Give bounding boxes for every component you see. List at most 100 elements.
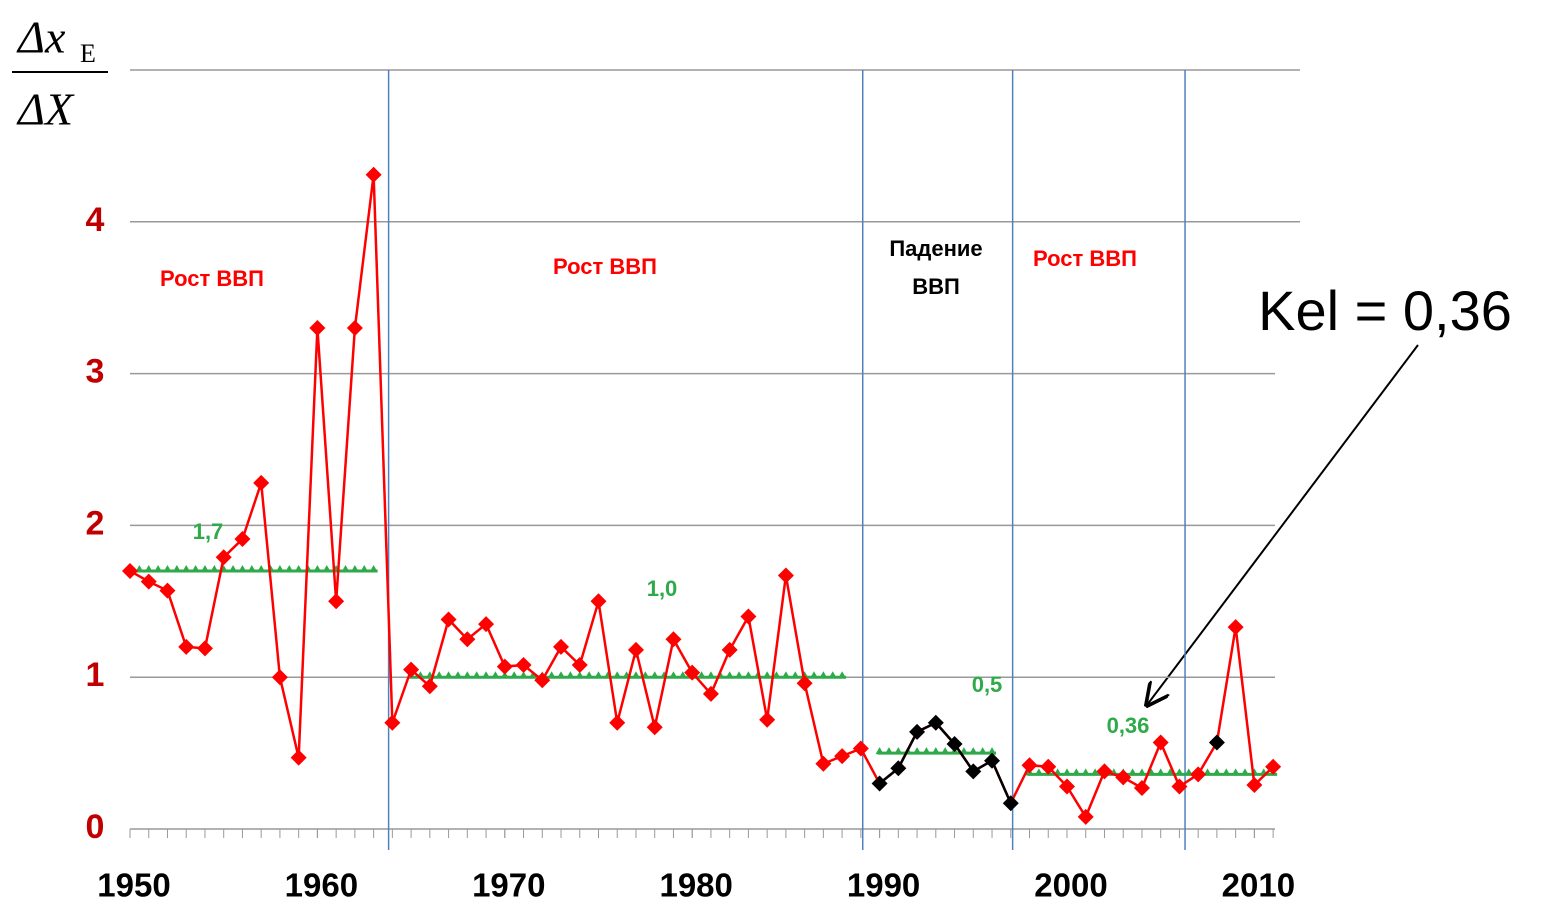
data-point	[178, 638, 195, 655]
y-label-denominator: ΔX	[16, 84, 75, 135]
average-marker	[669, 671, 678, 679]
annotation: Рост ВВП	[1033, 246, 1137, 271]
x-tick-label: 1960	[285, 867, 358, 904]
data-point	[777, 567, 794, 584]
average-marker	[1231, 768, 1240, 776]
data-point	[871, 775, 888, 792]
average-marker	[1212, 768, 1221, 776]
data-point	[646, 719, 663, 736]
average-marker	[941, 747, 950, 755]
data-line	[129, 174, 1274, 820]
data-point	[515, 657, 532, 674]
average-marker	[566, 671, 575, 679]
average-label: 0,36	[1107, 713, 1150, 738]
average-marker	[706, 671, 715, 679]
average-marker	[931, 747, 940, 755]
data-point	[290, 749, 307, 766]
data-point	[271, 669, 288, 686]
data-point	[1002, 795, 1019, 812]
y-label-numerator: Δx	[16, 12, 66, 63]
average-marker	[894, 747, 903, 755]
data-point	[1021, 757, 1038, 774]
average-label: 1,0	[647, 576, 678, 601]
average-marker	[1034, 768, 1043, 776]
data-point	[459, 631, 476, 648]
average-marker	[819, 671, 828, 679]
average-marker	[650, 671, 659, 679]
data-point	[665, 631, 682, 648]
data-point	[215, 549, 232, 566]
average-marker	[463, 671, 472, 679]
data-point	[1152, 734, 1169, 751]
callout-arrow	[1147, 344, 1419, 705]
data-point	[309, 320, 326, 337]
average-label: 0,5	[972, 672, 1003, 697]
data-point	[721, 641, 738, 658]
average-marker	[763, 671, 772, 679]
data-point	[815, 755, 832, 772]
x-tick-label: 1970	[472, 867, 545, 904]
average-marker	[575, 671, 584, 679]
average-marker	[557, 671, 566, 679]
data-point	[440, 611, 457, 628]
average-marker	[1147, 768, 1156, 776]
average-marker	[294, 564, 303, 572]
callout-text: Kel = 0,36	[1258, 279, 1512, 342]
average-marker	[360, 564, 369, 572]
data-point	[946, 735, 963, 752]
data-point	[796, 675, 813, 692]
data-point	[909, 723, 926, 740]
average-marker	[988, 747, 997, 755]
average-marker	[875, 747, 884, 755]
average-marker	[678, 671, 687, 679]
data-point	[196, 640, 213, 657]
average-marker	[313, 564, 322, 572]
average-label: 1,7	[193, 519, 224, 544]
average-marker	[285, 564, 294, 572]
data-point	[927, 714, 944, 731]
data-point	[890, 760, 907, 777]
data-point	[159, 582, 176, 599]
average-marker	[435, 671, 444, 679]
average-marker	[828, 671, 837, 679]
average-marker	[182, 564, 191, 572]
data-point	[740, 608, 757, 625]
average-marker	[322, 564, 331, 572]
data-point	[1115, 769, 1132, 786]
average-marker	[238, 564, 247, 572]
data-point	[140, 573, 157, 590]
data-point	[759, 711, 776, 728]
y-tick-label: 4	[86, 201, 105, 239]
data-line-segment	[990, 760, 1012, 804]
average-marker	[154, 564, 163, 572]
x-tick-label: 1990	[847, 867, 920, 904]
data-point	[684, 664, 701, 681]
data-point	[984, 752, 1001, 769]
data-point	[609, 714, 626, 731]
average-marker	[444, 671, 453, 679]
average-marker	[1072, 768, 1081, 776]
data-point	[1040, 758, 1057, 775]
data-point	[590, 593, 607, 610]
average-marker	[1137, 768, 1146, 776]
average-marker	[585, 671, 594, 679]
average-marker	[1166, 768, 1175, 776]
average-marker	[482, 671, 491, 679]
x-tick-label: 2010	[1222, 867, 1295, 904]
average-marker	[172, 564, 181, 572]
average-marker	[978, 747, 987, 755]
average-marker	[697, 671, 706, 679]
average-marker	[210, 564, 219, 572]
x-tick-label: 2000	[1034, 867, 1107, 904]
average-marker	[135, 564, 144, 572]
average-marker	[1156, 768, 1165, 776]
average-marker	[257, 564, 266, 572]
data-point	[834, 748, 851, 765]
average-marker	[781, 671, 790, 679]
average-marker	[594, 671, 603, 679]
annotation: Рост ВВП	[553, 254, 657, 279]
average-marker	[913, 747, 922, 755]
x-tick-label: 1950	[97, 867, 170, 904]
data-point	[403, 661, 420, 678]
data-point	[478, 616, 495, 633]
